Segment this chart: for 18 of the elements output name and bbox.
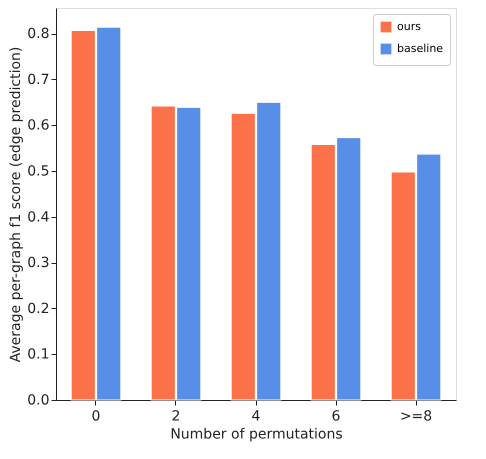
y-tick-label: 0.3 bbox=[27, 255, 50, 272]
y-tick-label: 0.7 bbox=[27, 72, 50, 88]
y-tick-label: 0.0 bbox=[27, 392, 50, 408]
y-tick-label: 0.2 bbox=[27, 300, 50, 317]
y-tick-label: 0.5 bbox=[27, 164, 50, 180]
y-axis-title: Average per-graph f1 score (edge prediction) bbox=[8, 46, 24, 362]
y-tick-label: 0.4 bbox=[27, 209, 50, 226]
y-tick-label: 0.6 bbox=[27, 118, 50, 134]
x-tick-label: >=8 bbox=[400, 408, 432, 424]
x-axis-title: Number of permutations bbox=[170, 426, 343, 442]
y-tick-label: 0.8 bbox=[27, 26, 50, 42]
y-tick-label: 0.1 bbox=[27, 346, 50, 363]
x-tick-label: 4 bbox=[252, 408, 261, 424]
x-tick-label: 0 bbox=[92, 408, 100, 424]
legend-label: ours bbox=[397, 20, 422, 33]
x-tick-label: 6 bbox=[332, 408, 341, 424]
legend-label: baseline bbox=[397, 42, 444, 55]
x-tick-label: 2 bbox=[172, 408, 180, 424]
